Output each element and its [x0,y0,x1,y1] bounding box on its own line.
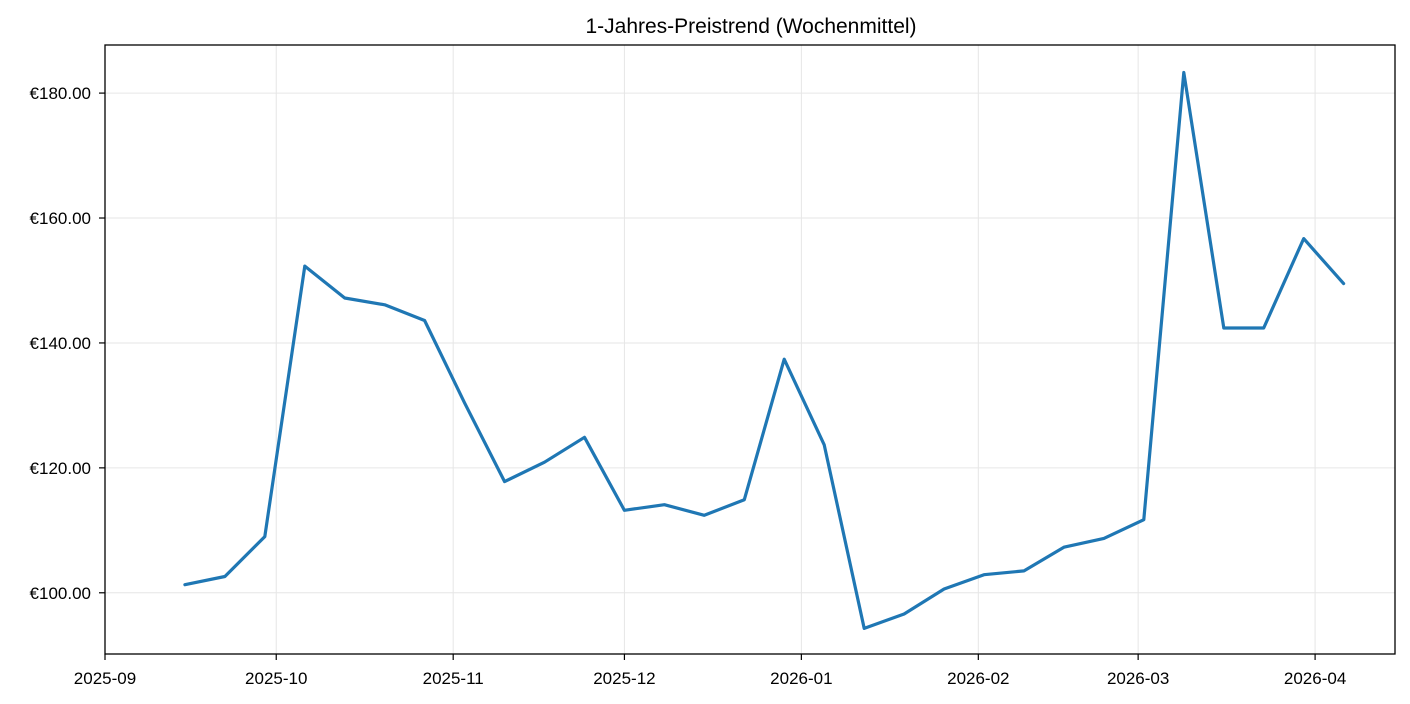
data-point [1262,326,1266,330]
data-point [503,480,507,484]
data-point [183,583,187,587]
data-point [1142,518,1146,522]
data-point [423,319,427,323]
y-tick-label: €140.00 [30,334,91,353]
x-tick-label: 2026-02 [947,669,1009,688]
data-point [1102,536,1106,540]
data-point [622,508,626,512]
x-tick-label: 2026-04 [1284,669,1346,688]
data-point [662,503,666,507]
y-tick-label: €120.00 [30,459,91,478]
series-line [183,70,1346,631]
x-tick-label: 2025-12 [593,669,655,688]
data-point [1222,326,1226,330]
data-point [702,513,706,517]
data-point [303,264,307,268]
data-point [463,401,467,405]
data-point [263,535,267,539]
data-point [1022,569,1026,573]
x-tick-label: 2025-09 [74,669,136,688]
data-point [862,626,866,630]
data-point [942,587,946,591]
data-point [822,443,826,447]
data-point [982,573,986,577]
data-point [902,612,906,616]
x-tick-label: 2025-10 [245,669,307,688]
axes: 2025-09 2025-10 2025-11 2025-12 2026-01 2026-… [30,84,1347,688]
y-tick-label: €160.00 [30,209,91,228]
data-point [1342,282,1346,286]
x-tick-label: 2025-11 [423,669,484,688]
data-point [223,575,227,579]
data-point [343,296,347,300]
data-point [1182,71,1186,75]
x-tick-label: 2026-03 [1107,669,1169,688]
grid-lines [104,45,1395,654]
data-point [1062,545,1066,549]
data-point [782,357,786,361]
plot-frame [104,44,1396,655]
data-point [742,498,746,502]
data-point [1302,237,1306,241]
x-tick-label: 2026-01 [770,669,832,688]
data-point [583,435,587,439]
y-tick-label: €100.00 [30,584,91,603]
y-tick-label: €180.00 [30,84,91,103]
series-layer [183,70,1346,631]
data-point [383,303,387,307]
chart-title: 1-Jahres-Preistrend (Wochenmittel) [585,15,916,38]
data-point [543,460,547,464]
